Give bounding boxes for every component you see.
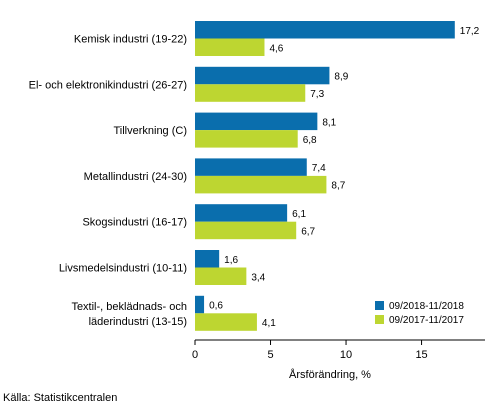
bar-series-2017: [195, 175, 327, 194]
bar-series-2017: [195, 84, 306, 102]
data-label: 8,7: [331, 181, 345, 192]
bar-series-2018: [195, 112, 318, 131]
category-label: Tillverkning (C): [113, 125, 187, 137]
bar-series-2017: [195, 221, 297, 240]
bars: [195, 21, 455, 331]
bar-series-2018: [195, 21, 455, 39]
data-label: 7,4: [312, 163, 326, 174]
data-label: 6,7: [301, 226, 315, 237]
category-label: El- och elektronikindustri (26-27): [29, 79, 187, 91]
legend-swatch: [375, 301, 384, 310]
value-labels: 17,2 4,6 8,9 7,3 8,1 6,8 7,4 8,7 6,1 6,7 1,6 3,4 0,6…: [209, 26, 480, 329]
data-label: 8,1: [322, 117, 336, 128]
data-label: 0,6: [209, 301, 223, 312]
legend-swatch: [375, 315, 384, 324]
bar-series-2018: [195, 204, 288, 222]
x-axis: 0 5 10 15: [192, 339, 485, 361]
bar-series-2018: [195, 250, 220, 268]
data-label: 7,3: [310, 89, 324, 100]
data-label: 6,1: [292, 209, 306, 220]
x-tick-label: 0: [192, 349, 198, 361]
legend-label: 09/2017-11/2017: [389, 315, 464, 326]
x-tick-label: 10: [340, 349, 352, 361]
bar-series-2017: [195, 313, 257, 331]
category-label: Metallindustri (24-30): [84, 171, 187, 183]
category-labels: Kemisk industri (19-22) El- och elektroni…: [29, 34, 187, 328]
source-note: Källa: Statistikcentralen: [3, 392, 118, 404]
category-label: Skogsindustri (16-17): [82, 217, 187, 229]
legend: 09/2018-11/2018 09/2017-11/2017: [375, 301, 464, 326]
legend-label: 09/2018-11/2018: [389, 301, 464, 312]
data-label: 6,8: [303, 135, 317, 146]
bar-series-2017: [195, 38, 265, 56]
data-label: 4,6: [269, 43, 283, 54]
x-tick-label: 5: [267, 349, 273, 361]
bar-series-2018: [195, 66, 330, 85]
data-label: 8,9: [334, 72, 348, 83]
bar-series-2018: [195, 158, 307, 176]
category-label: Kemisk industri (19-22): [74, 34, 187, 46]
category-label: Textil-, beklädnads- och läderindustri (1…: [71, 301, 187, 328]
x-tick-label: 15: [415, 349, 427, 361]
data-label: 17,2: [460, 26, 480, 37]
bar-series-2017: [195, 267, 247, 285]
data-label: 1,6: [224, 255, 238, 266]
category-label: Livsmedelsindustri (10-11): [59, 263, 187, 275]
bar-series-2017: [195, 130, 298, 148]
bar-series-2018: [195, 295, 205, 314]
data-label: 3,4: [251, 272, 265, 283]
x-axis-title: Årsförändring, %: [289, 368, 371, 381]
data-label: 4,1: [262, 318, 276, 329]
